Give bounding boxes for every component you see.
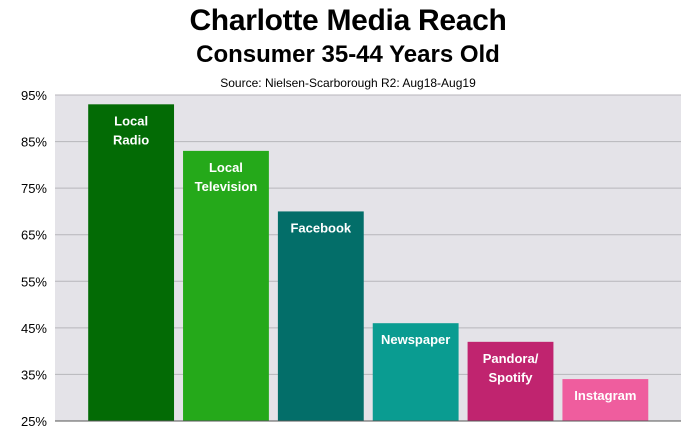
y-tick-label: 75% [21,181,47,196]
y-tick-label: 45% [21,321,47,336]
chart-title: Charlotte Media Reach [189,4,507,37]
bars [88,104,649,422]
bar [277,211,364,421]
y-tick-label: 25% [21,414,47,429]
bar [467,341,554,421]
bar-labels: Local Radio Local Television Facebook Newspap… [113,113,636,403]
bar-category-label: Facebook [290,220,351,235]
y-tick-label: 95% [21,88,47,103]
y-tick-label: 65% [21,228,47,243]
bar-category-label: Instagram [574,388,636,403]
y-tick-label: 85% [21,135,47,150]
y-axis-ticks: 95% 85% 75% 65% 55% 45% 35% 25% [21,88,47,429]
bar [183,150,269,421]
bar-category-label: Local [114,113,148,128]
bar-category-label: Local [209,160,243,175]
bar [562,379,649,421]
y-tick-label: 55% [21,274,47,289]
bar-category-label: Spotify [488,370,533,385]
bar-category-label: Radio [113,132,149,147]
bar [88,104,175,422]
bar-category-label: Television [195,179,258,194]
chart-source: Source: Nielsen-Scarborough R2: Aug18-Au… [220,76,476,90]
bar [372,323,459,421]
y-tick-label: 35% [21,367,47,382]
bar-category-label: Pandora/ [483,351,539,366]
chart-subtitle: Consumer 35-44 Years Old [196,41,500,68]
bar-category-label: Newspaper [381,332,450,347]
